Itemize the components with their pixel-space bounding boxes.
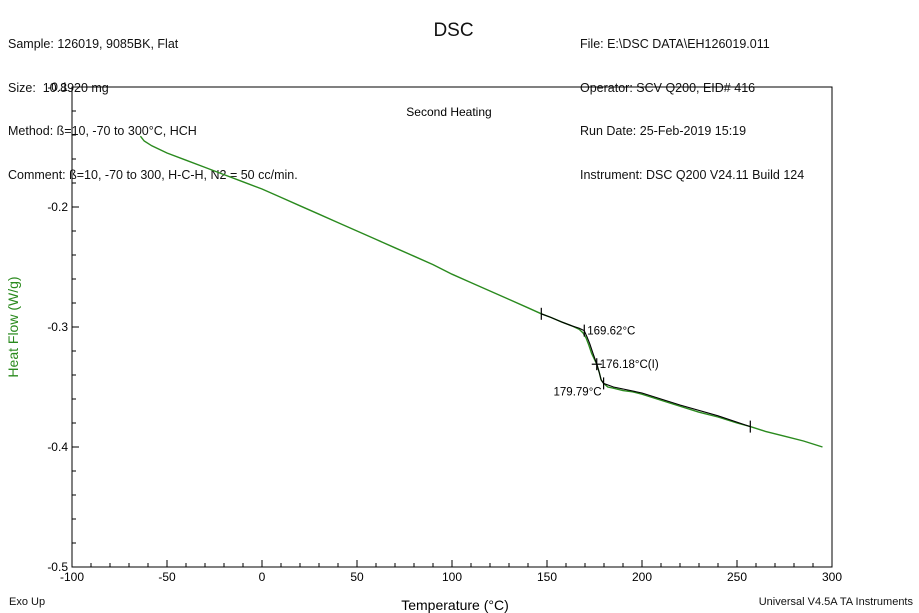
x-axis-tick-labels: -100 -50 0 50 100 150 200 250 300 (60, 570, 842, 584)
y-tick-label: -0.3 (47, 320, 68, 334)
analysis-markers (540, 307, 751, 433)
y-axis-label: Heat Flow (W/g) (5, 276, 21, 377)
x-tick-label: -50 (158, 570, 176, 584)
sample-info-block: Sample: 126019, 9085BK, Flat Size: 10.89… (8, 8, 298, 197)
x-tick-label: 300 (822, 570, 842, 584)
run-date-line: Run Date: 25-Feb-2019 15:19 (580, 124, 747, 138)
transition-analysis-line (541, 313, 751, 428)
y-tick-label: -0.1 (47, 80, 68, 94)
sample-line: Sample: 126019, 9085BK, Flat (8, 37, 179, 51)
x-tick-label: -100 (60, 570, 84, 584)
y-tick-label: -0.4 (47, 440, 68, 454)
plot-subtitle: Second Heating (406, 105, 491, 119)
y-tick-label: -0.2 (47, 200, 68, 214)
transition-annotation-label: 176.18°C(I) (600, 359, 659, 371)
x-tick-label: 150 (537, 570, 557, 584)
y-axis-tick-labels: -0.5 -0.4 -0.3 -0.2 -0.1 (47, 80, 68, 574)
chart-title: DSC (433, 20, 474, 41)
transition-annotation-label: 169.62°C (587, 326, 635, 338)
instrument-line: Instrument: DSC Q200 V24.11 Build 124 (580, 167, 805, 182)
file-line: File: E:\DSC DATA\EH126019.011 (580, 37, 770, 51)
x-tick-label: 50 (350, 570, 364, 584)
heat-flow-series-line (139, 135, 823, 448)
transition-annotations: 169.62°C 176.18°C(I) 179.79°C (554, 326, 659, 399)
x-axis-label: Temperature (°C) (401, 597, 509, 613)
plot-frame (71, 86, 833, 568)
x-axis-ticks (71, 560, 833, 567)
transition-annotation-label: 179.79°C (554, 386, 602, 398)
y-tick-label: -0.5 (47, 560, 68, 574)
comment-line: Comment: ß=10, -70 to 300, H-C-H, N2 = 5… (8, 167, 298, 182)
software-version-label: Universal V4.5A TA Instruments (758, 596, 913, 608)
x-tick-label: 200 (632, 570, 652, 584)
method-line: Method: ß=10, -70 to 300°C, HCH (8, 124, 197, 138)
x-tick-label: 100 (442, 570, 462, 584)
y-axis-ticks (72, 86, 79, 568)
x-tick-label: 0 (259, 570, 266, 584)
exo-up-label: Exo Up (9, 596, 46, 608)
x-tick-label: 250 (727, 570, 747, 584)
